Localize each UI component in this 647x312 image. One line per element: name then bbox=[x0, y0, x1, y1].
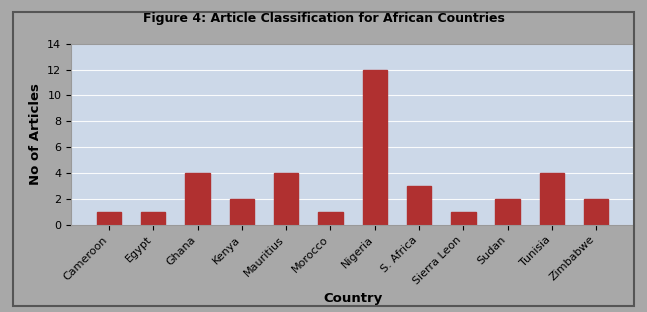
Text: Figure 4: Article Classification for African Countries: Figure 4: Article Classification for Afr… bbox=[142, 12, 505, 26]
Bar bbox=[230, 199, 254, 225]
Bar bbox=[407, 186, 432, 225]
Bar bbox=[318, 212, 343, 225]
Bar bbox=[496, 199, 520, 225]
Bar bbox=[584, 199, 608, 225]
Bar bbox=[97, 212, 121, 225]
Bar bbox=[451, 212, 476, 225]
Bar bbox=[274, 173, 298, 225]
X-axis label: Country: Country bbox=[323, 292, 382, 305]
Bar bbox=[185, 173, 210, 225]
Bar bbox=[540, 173, 564, 225]
Y-axis label: No of Articles: No of Articles bbox=[28, 83, 42, 185]
Bar bbox=[141, 212, 166, 225]
Bar bbox=[362, 70, 387, 225]
